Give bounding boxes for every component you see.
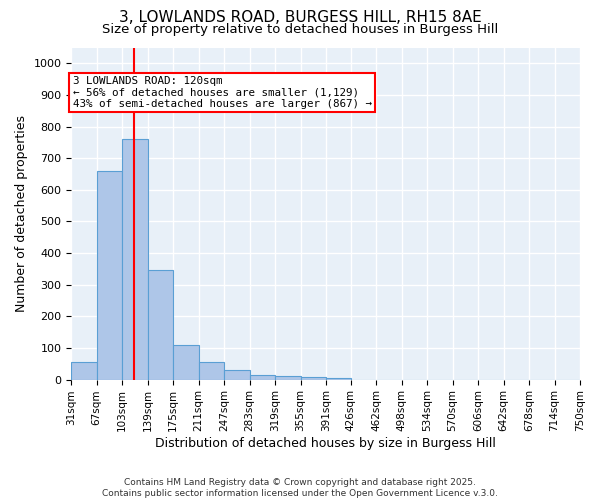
Bar xyxy=(224,370,250,380)
Bar xyxy=(173,345,199,380)
Text: Contains HM Land Registry data © Crown copyright and database right 2025.
Contai: Contains HM Land Registry data © Crown c… xyxy=(102,478,498,498)
Text: Size of property relative to detached houses in Burgess Hill: Size of property relative to detached ho… xyxy=(102,22,498,36)
Bar xyxy=(122,139,148,380)
Bar xyxy=(275,376,301,380)
Bar xyxy=(301,377,326,380)
Bar xyxy=(97,171,122,380)
Bar xyxy=(250,375,275,380)
Bar xyxy=(326,378,352,380)
Bar xyxy=(148,270,173,380)
Y-axis label: Number of detached properties: Number of detached properties xyxy=(15,115,28,312)
Text: 3 LOWLANDS ROAD: 120sqm
← 56% of detached houses are smaller (1,129)
43% of semi: 3 LOWLANDS ROAD: 120sqm ← 56% of detache… xyxy=(73,76,371,109)
Bar xyxy=(71,362,97,380)
Text: 3, LOWLANDS ROAD, BURGESS HILL, RH15 8AE: 3, LOWLANDS ROAD, BURGESS HILL, RH15 8AE xyxy=(119,10,481,25)
Bar xyxy=(199,362,224,380)
X-axis label: Distribution of detached houses by size in Burgess Hill: Distribution of detached houses by size … xyxy=(155,437,496,450)
